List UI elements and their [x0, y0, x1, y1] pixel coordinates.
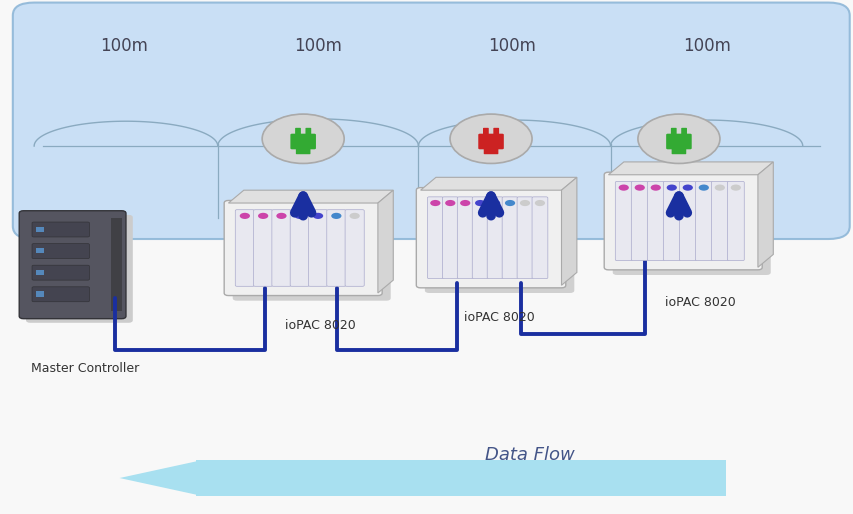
- FancyBboxPatch shape: [711, 181, 728, 261]
- FancyBboxPatch shape: [253, 210, 272, 286]
- Text: 100m: 100m: [100, 37, 148, 56]
- Circle shape: [294, 213, 305, 219]
- Text: 100m: 100m: [293, 37, 341, 56]
- Circle shape: [519, 200, 530, 206]
- FancyBboxPatch shape: [679, 181, 695, 261]
- FancyBboxPatch shape: [295, 128, 300, 135]
- Polygon shape: [378, 190, 392, 293]
- Circle shape: [666, 185, 676, 191]
- FancyBboxPatch shape: [26, 215, 133, 323]
- FancyBboxPatch shape: [32, 222, 90, 237]
- FancyBboxPatch shape: [681, 128, 686, 135]
- Text: Data Flow: Data Flow: [484, 446, 574, 464]
- FancyBboxPatch shape: [670, 128, 676, 135]
- FancyBboxPatch shape: [531, 197, 548, 279]
- Circle shape: [698, 185, 708, 191]
- Circle shape: [349, 213, 359, 219]
- FancyBboxPatch shape: [305, 128, 310, 135]
- FancyBboxPatch shape: [663, 181, 680, 261]
- FancyBboxPatch shape: [614, 181, 631, 261]
- Circle shape: [490, 200, 500, 206]
- FancyBboxPatch shape: [493, 128, 498, 135]
- FancyBboxPatch shape: [36, 248, 44, 253]
- FancyBboxPatch shape: [111, 218, 122, 311]
- Circle shape: [240, 213, 250, 219]
- Circle shape: [331, 213, 341, 219]
- FancyBboxPatch shape: [483, 128, 488, 135]
- FancyBboxPatch shape: [345, 210, 363, 286]
- FancyBboxPatch shape: [457, 197, 473, 279]
- FancyBboxPatch shape: [36, 227, 44, 232]
- FancyBboxPatch shape: [327, 210, 345, 286]
- FancyBboxPatch shape: [694, 181, 711, 261]
- FancyBboxPatch shape: [486, 197, 502, 279]
- FancyBboxPatch shape: [223, 200, 381, 296]
- Circle shape: [430, 200, 440, 206]
- Circle shape: [444, 200, 455, 206]
- Circle shape: [258, 213, 268, 219]
- FancyBboxPatch shape: [727, 181, 744, 261]
- FancyBboxPatch shape: [472, 197, 487, 279]
- Circle shape: [730, 185, 740, 191]
- FancyBboxPatch shape: [271, 210, 291, 286]
- Polygon shape: [757, 162, 773, 267]
- FancyBboxPatch shape: [630, 181, 647, 261]
- FancyBboxPatch shape: [232, 206, 391, 301]
- Polygon shape: [561, 177, 577, 285]
- FancyBboxPatch shape: [32, 265, 90, 280]
- FancyBboxPatch shape: [32, 287, 90, 302]
- FancyBboxPatch shape: [670, 147, 686, 154]
- FancyBboxPatch shape: [426, 197, 443, 279]
- Text: ioPAC 8020: ioPAC 8020: [464, 311, 534, 324]
- FancyBboxPatch shape: [13, 3, 849, 239]
- Circle shape: [504, 200, 514, 206]
- Circle shape: [682, 185, 692, 191]
- Polygon shape: [607, 162, 773, 175]
- FancyBboxPatch shape: [36, 270, 44, 275]
- FancyBboxPatch shape: [36, 291, 44, 297]
- FancyBboxPatch shape: [295, 147, 310, 154]
- FancyBboxPatch shape: [308, 210, 328, 286]
- Circle shape: [474, 200, 485, 206]
- Circle shape: [534, 200, 544, 206]
- FancyBboxPatch shape: [612, 177, 770, 275]
- Circle shape: [312, 213, 322, 219]
- Circle shape: [276, 213, 287, 219]
- Circle shape: [460, 200, 470, 206]
- Circle shape: [618, 185, 628, 191]
- FancyBboxPatch shape: [235, 210, 254, 286]
- Text: Master Controller: Master Controller: [32, 362, 139, 375]
- FancyBboxPatch shape: [647, 181, 664, 261]
- Polygon shape: [119, 462, 196, 494]
- FancyBboxPatch shape: [20, 211, 126, 319]
- Circle shape: [714, 185, 724, 191]
- FancyBboxPatch shape: [196, 460, 725, 496]
- Text: 100m: 100m: [488, 37, 536, 56]
- FancyBboxPatch shape: [424, 193, 574, 293]
- FancyBboxPatch shape: [290, 210, 309, 286]
- FancyBboxPatch shape: [415, 188, 565, 288]
- Text: ioPAC 8020: ioPAC 8020: [664, 296, 734, 308]
- Circle shape: [450, 114, 531, 163]
- FancyBboxPatch shape: [478, 134, 503, 149]
- FancyBboxPatch shape: [516, 197, 532, 279]
- Circle shape: [637, 114, 719, 163]
- FancyBboxPatch shape: [665, 134, 691, 149]
- FancyBboxPatch shape: [502, 197, 517, 279]
- FancyBboxPatch shape: [32, 244, 90, 259]
- Text: ioPAC 8020: ioPAC 8020: [285, 319, 355, 332]
- Polygon shape: [420, 177, 577, 190]
- FancyBboxPatch shape: [483, 147, 498, 154]
- FancyBboxPatch shape: [290, 134, 316, 149]
- Circle shape: [262, 114, 344, 163]
- Circle shape: [650, 185, 660, 191]
- Text: 100m: 100m: [682, 37, 730, 56]
- FancyBboxPatch shape: [442, 197, 457, 279]
- Polygon shape: [228, 190, 392, 203]
- FancyBboxPatch shape: [604, 172, 762, 270]
- Circle shape: [634, 185, 644, 191]
